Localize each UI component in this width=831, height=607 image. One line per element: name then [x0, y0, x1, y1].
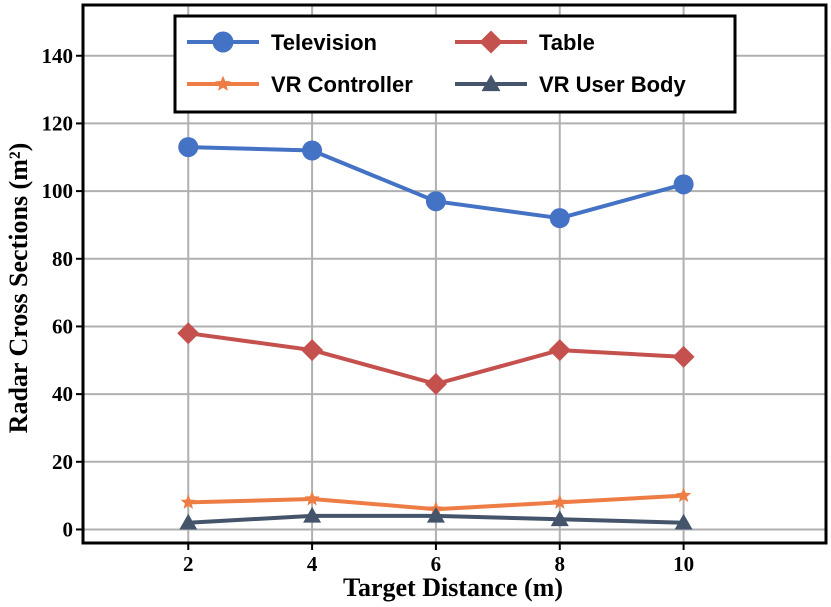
x-tick-label: 6 [431, 552, 442, 576]
y-tick-label: 140 [42, 44, 74, 68]
x-tick-label: 10 [673, 552, 694, 576]
data-point-television [673, 174, 694, 195]
data-point-table [177, 322, 200, 345]
data-point-television [549, 208, 570, 229]
y-tick-label: 60 [52, 314, 73, 338]
data-point-vr-user-body [303, 506, 322, 523]
y-tick-label: 80 [52, 247, 73, 271]
legend-marker-television [212, 31, 234, 53]
y-tick-label: 0 [63, 517, 74, 541]
legend-item-vr-controller: VR Controller [187, 72, 413, 97]
x-axis-title: Target Distance (m) [343, 573, 563, 602]
series-vr-user-body [179, 506, 693, 530]
legend-label-vr-controller: VR Controller [271, 72, 413, 97]
legend-item-table: Table [455, 30, 595, 55]
y-tick-label: 120 [42, 111, 74, 135]
legend-label-vr-user-body: VR User Body [539, 72, 686, 97]
y-tick-label: 40 [52, 382, 73, 406]
data-point-vr-controller [304, 491, 320, 506]
legend-item-vr-user-body: VR User Body [455, 72, 686, 97]
data-point-television [425, 191, 446, 212]
data-point-table [301, 339, 324, 362]
series-table [177, 322, 695, 395]
legend: Television Table VR Controller VR User Body [173, 14, 737, 114]
legend-item-television: Television [187, 30, 377, 55]
series-layer [177, 137, 695, 530]
data-point-television [302, 140, 323, 161]
legend-label-television: Television [271, 30, 377, 55]
legend-marker-table [479, 30, 503, 54]
data-point-vr-user-body [674, 513, 693, 530]
legend-marker-vr-user-body [481, 74, 501, 92]
plot-frame [81, 3, 828, 545]
data-point-vr-controller [180, 494, 196, 509]
data-point-vr-user-body [179, 513, 198, 530]
data-point-table [672, 345, 695, 368]
legend-marker-vr-controller [215, 75, 231, 91]
y-axis-title: Radar Cross Sections (m²) [4, 143, 33, 434]
legend-box [173, 14, 737, 114]
x-tick-label: 4 [307, 552, 318, 576]
data-point-table [424, 372, 447, 395]
data-point-vr-user-body [550, 510, 569, 527]
legend-label-table: Table [539, 30, 595, 55]
series-television [178, 137, 694, 229]
y-tick-label: 20 [52, 450, 73, 474]
data-point-table [548, 339, 571, 362]
data-point-vr-user-body [426, 506, 445, 523]
y-tick-label: 100 [42, 179, 74, 203]
x-tick-label: 2 [183, 552, 194, 576]
data-point-vr-controller [676, 487, 692, 503]
x-tick-label: 8 [555, 552, 566, 576]
data-point-vr-controller [552, 494, 568, 509]
data-point-television [178, 137, 199, 158]
